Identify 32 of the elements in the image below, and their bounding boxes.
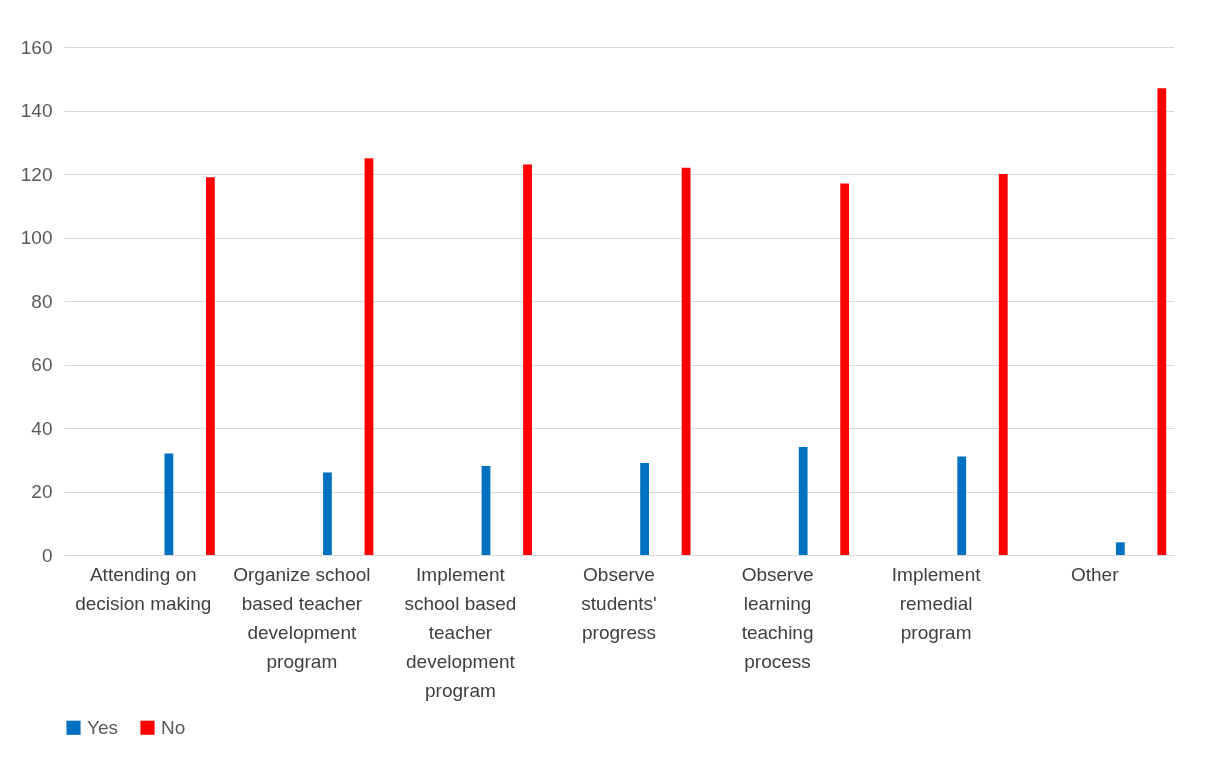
bar	[164, 453, 174, 555]
x-tick-label: Observe learning teaching process	[741, 563, 814, 672]
y-tick-label: 20	[31, 481, 53, 502]
y-tick-label: 160	[20, 36, 53, 58]
bar	[1157, 88, 1167, 555]
bar	[364, 158, 374, 555]
bar	[798, 447, 808, 555]
y-tick-label: 80	[31, 290, 53, 312]
y-tick-label: 120	[20, 163, 53, 185]
y-tick-label: 140	[20, 100, 53, 121]
bar	[206, 177, 215, 555]
bar	[1115, 542, 1125, 555]
x-tick-label: Attending on decision making	[75, 563, 212, 614]
legend-label: No	[161, 716, 186, 738]
bar	[323, 472, 332, 555]
x-tick-label: Organize school based teacher development program	[233, 563, 371, 672]
bar	[998, 174, 1008, 555]
y-tick-label: 0	[41, 544, 53, 566]
x-tick-label: Implement remedial program	[891, 563, 982, 643]
legend-label: Yes	[87, 716, 118, 738]
bar	[481, 466, 491, 555]
x-tick-label: Observe students' progress	[581, 563, 657, 643]
y-tick-label: 100	[20, 227, 53, 248]
bar	[840, 183, 850, 555]
x-tick-label: Other	[1070, 563, 1120, 585]
x-tick-label: Implement school based teacher development program	[404, 563, 517, 701]
y-tick-label: 60	[31, 354, 53, 375]
bar	[523, 164, 532, 555]
bar	[681, 167, 691, 555]
bar	[957, 456, 967, 555]
y-tick-label: 40	[31, 417, 53, 439]
bar	[640, 462, 649, 555]
